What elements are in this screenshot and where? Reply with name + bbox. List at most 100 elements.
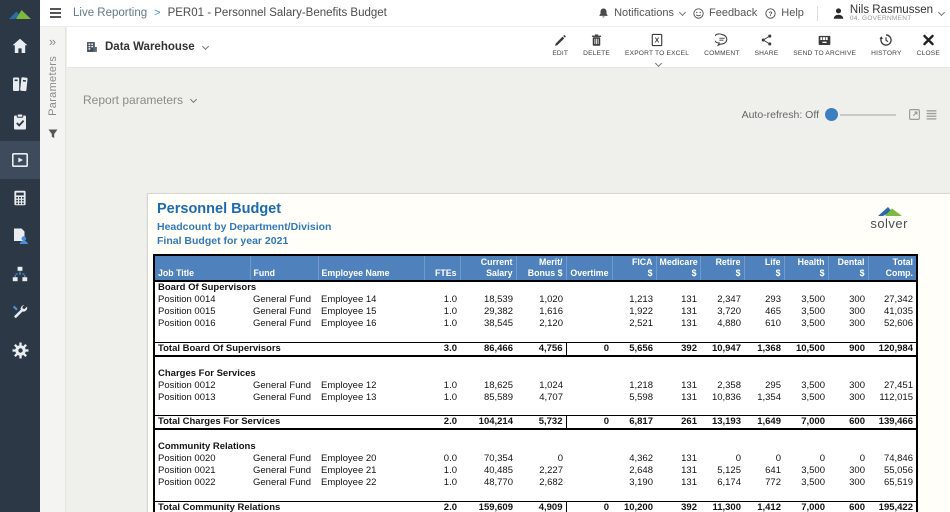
data-source-selector[interactable]: Data Warehouse — [85, 40, 209, 54]
total-cell[interactable]: 120,984 — [868, 341, 917, 357]
cell[interactable]: 4,707 — [539, 391, 563, 403]
sidebar-item-reporting[interactable] — [0, 141, 40, 179]
cell[interactable]: 2,648 — [629, 465, 653, 477]
cell[interactable]: 29,382 — [483, 306, 513, 318]
cell[interactable]: 18,625 — [483, 379, 513, 391]
list-view-icon[interactable] — [925, 108, 938, 121]
cell[interactable] — [566, 392, 612, 404]
cell[interactable]: Position 0022 — [158, 477, 216, 489]
cell[interactable]: 641 — [765, 465, 781, 477]
close-button[interactable]: CLOSE — [917, 28, 940, 57]
cell[interactable]: 300 — [849, 391, 865, 403]
cell[interactable]: 18,539 — [483, 294, 513, 306]
cell[interactable]: 1.0 — [443, 306, 457, 318]
cell[interactable]: 131 — [681, 391, 697, 403]
sidebar-item-assignments[interactable] — [0, 103, 40, 141]
column-header[interactable]: Dental $ — [828, 255, 869, 283]
total-cell[interactable]: 392 — [656, 500, 700, 512]
total-cell[interactable]: 159,609 — [460, 500, 516, 512]
total-cell[interactable]: 104,214 — [460, 415, 516, 431]
cell[interactable]: 6,174 — [717, 477, 741, 489]
cell[interactable]: 1,354 — [757, 391, 781, 403]
cell[interactable]: 3,500 — [801, 379, 825, 391]
cell[interactable]: 0.0 — [443, 453, 457, 465]
help-button[interactable]: ? Help — [764, 7, 804, 20]
cell[interactable]: 48,770 — [483, 477, 513, 489]
cell[interactable]: 40,485 — [483, 465, 513, 477]
cell[interactable]: 38,545 — [483, 318, 513, 330]
cell[interactable]: 1.0 — [443, 465, 457, 477]
cell[interactable] — [566, 453, 612, 465]
column-header[interactable]: FTEs — [424, 255, 461, 283]
total-cell[interactable]: 4,909 — [516, 500, 566, 512]
total-cell[interactable]: 7,000 — [784, 415, 828, 431]
cell[interactable]: 3,190 — [629, 477, 653, 489]
cell[interactable]: General Fund — [253, 391, 312, 403]
cell[interactable]: General Fund — [253, 477, 312, 489]
cell[interactable]: Position 0015 — [158, 306, 216, 318]
column-header[interactable]: Medicare $ — [656, 255, 701, 283]
total-cell[interactable]: 1,412 — [744, 500, 784, 512]
cell[interactable]: 2,521 — [629, 318, 653, 330]
column-header[interactable]: Merit/Bonus $ — [516, 255, 567, 283]
cell[interactable]: 1,024 — [539, 379, 563, 391]
column-header[interactable]: Fund — [250, 255, 319, 283]
total-cell[interactable]: 7,000 — [784, 500, 828, 512]
filter-icon[interactable] — [47, 128, 59, 140]
cell[interactable]: Employee 20 — [321, 453, 377, 465]
total-cell[interactable]: 392 — [656, 341, 700, 357]
cell[interactable]: 1.0 — [443, 391, 457, 403]
total-cell[interactable]: 86,466 — [460, 341, 516, 357]
cell[interactable]: Employee 21 — [321, 465, 377, 477]
cell[interactable]: 0 — [859, 453, 865, 465]
auto-refresh-toggle[interactable] — [825, 108, 838, 121]
cell[interactable]: 85,589 — [483, 391, 513, 403]
sidebar-item-tools[interactable] — [0, 293, 40, 331]
cell[interactable] — [566, 306, 612, 318]
history-button[interactable]: HISTORY — [871, 28, 901, 57]
column-header[interactable]: Overtime — [566, 255, 613, 283]
cell[interactable]: Employee 16 — [321, 318, 377, 330]
sidebar-item-library[interactable] — [0, 65, 40, 103]
total-cell[interactable]: 600 — [828, 500, 868, 512]
solver-logo-icon[interactable] — [0, 0, 40, 27]
cell[interactable]: Employee 14 — [321, 294, 377, 306]
total-cell[interactable]: 13,193 — [700, 415, 744, 431]
total-cell[interactable]: 1,649 — [744, 415, 784, 431]
cell[interactable]: 293 — [765, 294, 781, 306]
cell[interactable]: 3,500 — [801, 294, 825, 306]
sidebar-item-home[interactable] — [0, 27, 40, 65]
cell[interactable]: 4,362 — [629, 453, 653, 465]
cell[interactable]: 3,500 — [801, 306, 825, 318]
cell[interactable]: 3,500 — [801, 318, 825, 330]
cell[interactable]: 2,347 — [717, 294, 741, 306]
cell[interactable]: 55,056 — [883, 465, 913, 477]
cell[interactable]: 300 — [849, 379, 865, 391]
column-header[interactable]: FICA $ — [612, 255, 657, 283]
column-header[interactable]: Health $ — [784, 255, 829, 283]
total-cell[interactable]: 600 — [828, 415, 868, 431]
feedback-button[interactable]: Feedback — [692, 7, 757, 20]
cell[interactable]: 27,451 — [883, 379, 913, 391]
cell[interactable]: Position 0014 — [158, 294, 216, 306]
cell[interactable]: 300 — [849, 477, 865, 489]
cell[interactable]: General Fund — [253, 465, 312, 477]
sidebar-item-assign-users[interactable] — [0, 217, 40, 255]
cell[interactable]: General Fund — [253, 379, 312, 391]
cell[interactable]: 1.0 — [443, 477, 457, 489]
cell[interactable]: General Fund — [253, 318, 312, 330]
cell[interactable]: 1.0 — [443, 379, 457, 391]
cell[interactable]: 1,922 — [629, 306, 653, 318]
share-button[interactable]: SHARE — [755, 28, 779, 57]
cell[interactable]: Position 0013 — [158, 391, 216, 403]
total-cell[interactable]: 6,817 — [612, 415, 656, 431]
cell[interactable]: General Fund — [253, 306, 312, 318]
cell[interactable]: 10,836 — [711, 391, 741, 403]
cell[interactable]: 65,519 — [883, 477, 913, 489]
total-cell[interactable]: 4,756 — [516, 341, 566, 357]
cell[interactable]: 3,500 — [801, 391, 825, 403]
cell[interactable]: 5,598 — [629, 391, 653, 403]
total-cell[interactable]: 0 — [565, 341, 612, 357]
cell[interactable]: 1,616 — [539, 306, 563, 318]
cell[interactable]: General Fund — [253, 453, 312, 465]
